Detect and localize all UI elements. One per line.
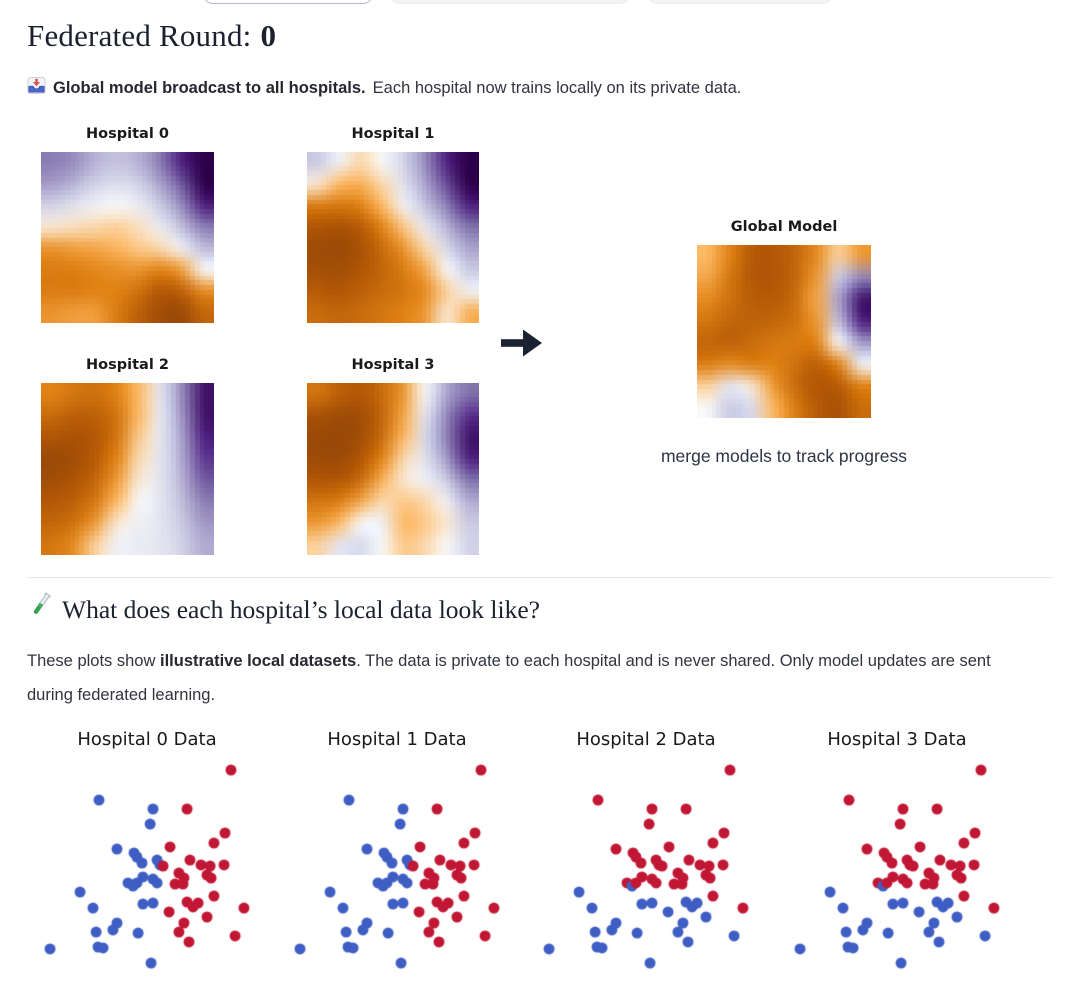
inbox-tray-icon: [27, 76, 46, 100]
round-title-text: Federated Round:: [27, 18, 252, 53]
hospital-1-model-title: Hospital 1: [351, 126, 435, 142]
broadcast-rest-text: Each hospital now trains locally on its …: [372, 78, 742, 97]
broadcast-message: Global model broadcast to all hospitals.…: [27, 76, 1037, 100]
hospital-1-data-scatter: [277, 755, 517, 995]
hospital-3-model-title: Hospital 3: [351, 357, 435, 373]
local-data-paragraph: These plots show illustrative local data…: [27, 644, 1022, 712]
test-tube-icon: [27, 591, 53, 628]
top-button-2[interactable]: [390, 0, 630, 4]
hospital-0-model-heatmap: [41, 152, 214, 323]
hospital-2-data-scatter: [526, 755, 766, 995]
hospital-0-data-title: Hospital 0 Data: [77, 729, 217, 750]
hospital-2-model-heatmap: [41, 383, 214, 555]
paragraph-text: . The data is private to each hospital a…: [27, 652, 991, 704]
hospital-0-model-title: Hospital 0: [86, 126, 169, 142]
global-model-title: Global Model: [730, 219, 838, 235]
hospital-1-model-heatmap: [307, 152, 479, 323]
hospital-3-data-title: Hospital 3 Data: [827, 729, 967, 750]
hospital-2-data-title: Hospital 2 Data: [576, 729, 716, 750]
hospital-3-data-scatter: [777, 755, 1017, 995]
global-model-heatmap: [697, 245, 871, 418]
page-title: Federated Round: 0: [27, 18, 276, 54]
top-button-1[interactable]: [203, 0, 373, 4]
merge-caption: merge models to track progress: [660, 446, 908, 466]
paragraph-text: These plots show: [27, 652, 160, 670]
paragraph-bold-text: illustrative local datasets: [159, 652, 357, 670]
hospital-3-model-heatmap: [307, 383, 479, 555]
broadcast-bold-text: Global model broadcast to all hospitals.: [53, 78, 366, 97]
right-arrow-icon: [501, 327, 543, 364]
local-data-heading: What does each hospital’s local data loo…: [27, 591, 540, 628]
hospital-1-data-title: Hospital 1 Data: [327, 729, 467, 750]
section-divider: [27, 577, 1053, 578]
top-button-3[interactable]: [647, 0, 833, 4]
hospital-2-model-title: Hospital 2: [86, 357, 169, 373]
round-number: 0: [260, 18, 277, 53]
hospital-0-data-scatter: [27, 755, 267, 995]
local-data-heading-text: What does each hospital’s local data loo…: [62, 594, 540, 624]
